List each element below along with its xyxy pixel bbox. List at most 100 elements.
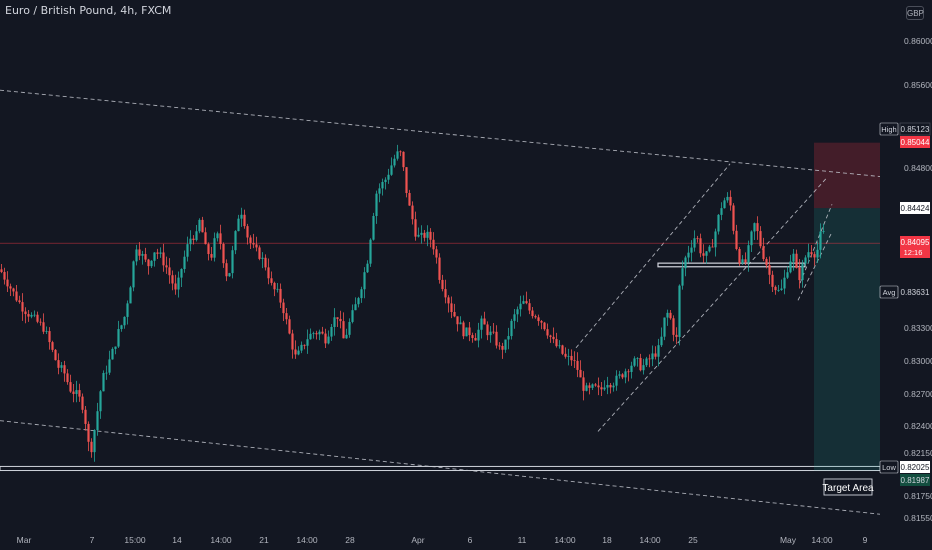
candle-body [810, 252, 813, 255]
time-tick-label: 14:00 [210, 535, 232, 545]
candle-body [681, 268, 684, 286]
candle-body [465, 327, 468, 337]
candle-body [207, 244, 210, 255]
candle-body [75, 390, 78, 394]
candle-body [300, 344, 303, 351]
currency-badge[interactable]: GBP [906, 6, 924, 20]
candle-body [453, 312, 456, 317]
time-tick-label: 11 [518, 535, 527, 545]
candle-body [339, 318, 342, 322]
candle-body [726, 196, 729, 201]
candle-body [288, 319, 291, 334]
candle-body [450, 303, 453, 313]
candle-body [693, 238, 696, 248]
chart-title: Euro / British Pound, 4h, FXCM [5, 4, 172, 17]
candle-body [315, 333, 318, 335]
candle-body [57, 360, 60, 368]
candle-body [366, 263, 369, 273]
candle-body [792, 253, 795, 262]
candle-body [594, 384, 597, 386]
trendline-upper-descending [0, 89, 881, 177]
candle-body [69, 382, 72, 392]
candle-body [471, 335, 474, 339]
time-tick-label: 14:00 [811, 535, 833, 545]
candle-body [447, 297, 450, 304]
candle-body [705, 251, 708, 256]
candle-body [279, 288, 282, 303]
candle-body [390, 165, 393, 175]
candle-body [354, 304, 357, 311]
candle-body [735, 230, 738, 250]
time-tick-label: 9 [863, 535, 868, 545]
candle-body [60, 365, 63, 368]
candle-body [126, 303, 129, 317]
candle-body [741, 259, 744, 264]
candle-body [630, 365, 633, 372]
candle-body [270, 278, 273, 283]
candle-body [135, 249, 138, 262]
candle-body [30, 314, 33, 317]
candle-body [237, 218, 240, 232]
candle-body [333, 317, 336, 327]
candle-body [45, 331, 48, 332]
time-tick-label: May [780, 535, 797, 545]
candle-body [111, 348, 114, 360]
candle-body [66, 373, 69, 383]
candle-body [387, 174, 390, 180]
candle-body [669, 312, 672, 319]
candle-body [396, 151, 399, 159]
candle-body [678, 285, 681, 337]
candle-body [522, 301, 525, 304]
time-axis[interactable]: Mar 7 15:00 14 14:00 21 14:00 28 Apr 6 11 14:00 18 14… [17, 535, 868, 545]
candle-body [603, 387, 606, 390]
time-tick-label: 14 [172, 535, 182, 545]
candle-body [819, 231, 822, 250]
candle-body [444, 289, 447, 298]
candle-body [330, 326, 333, 337]
candle-body [564, 353, 567, 357]
candle-body [645, 358, 648, 366]
candle-body [615, 375, 618, 386]
candle-body [228, 273, 231, 277]
candle-body [459, 322, 462, 325]
candle-body [789, 261, 792, 273]
candle-body [372, 215, 375, 240]
candle-body [261, 257, 264, 259]
candle-body [621, 374, 624, 378]
candle-body [552, 336, 555, 340]
overlay-layer: Target Area [822, 478, 874, 496]
candle-body [51, 342, 54, 350]
candle-body [723, 200, 726, 209]
price-axis[interactable]: 0.86000 0.85600 0.84800 0.83300 0.83000 0.827… [880, 0, 932, 550]
time-tick-label: 14:00 [554, 535, 576, 545]
candle-body [780, 288, 783, 290]
candle-body [528, 303, 531, 311]
candle-body [105, 372, 108, 374]
candle-body [798, 267, 801, 281]
candle-body [204, 232, 207, 245]
candle-body [759, 231, 762, 247]
high-tag-box [879, 122, 899, 136]
time-tick-label: 21 [259, 535, 269, 545]
candle-body [432, 239, 435, 250]
candle-body [576, 360, 579, 370]
candle-body [384, 179, 387, 182]
entry-price-label: 0.84424 [901, 204, 930, 213]
risk-zone [814, 142, 880, 209]
candle-body [600, 387, 603, 390]
candle-body [765, 259, 768, 266]
candle-body [39, 321, 42, 323]
candle-body [483, 318, 486, 325]
candle-body [195, 231, 198, 241]
target-area-annotation: Target Area [822, 478, 874, 496]
candle-body [369, 239, 372, 264]
candle-body [411, 205, 414, 220]
candle-body [240, 214, 243, 219]
candle-body [378, 188, 381, 194]
candle-body [477, 329, 480, 341]
low-tag-box [879, 460, 899, 474]
candle-body [813, 254, 816, 258]
time-tick-label: 14:00 [639, 535, 661, 545]
candle-body [507, 336, 510, 340]
